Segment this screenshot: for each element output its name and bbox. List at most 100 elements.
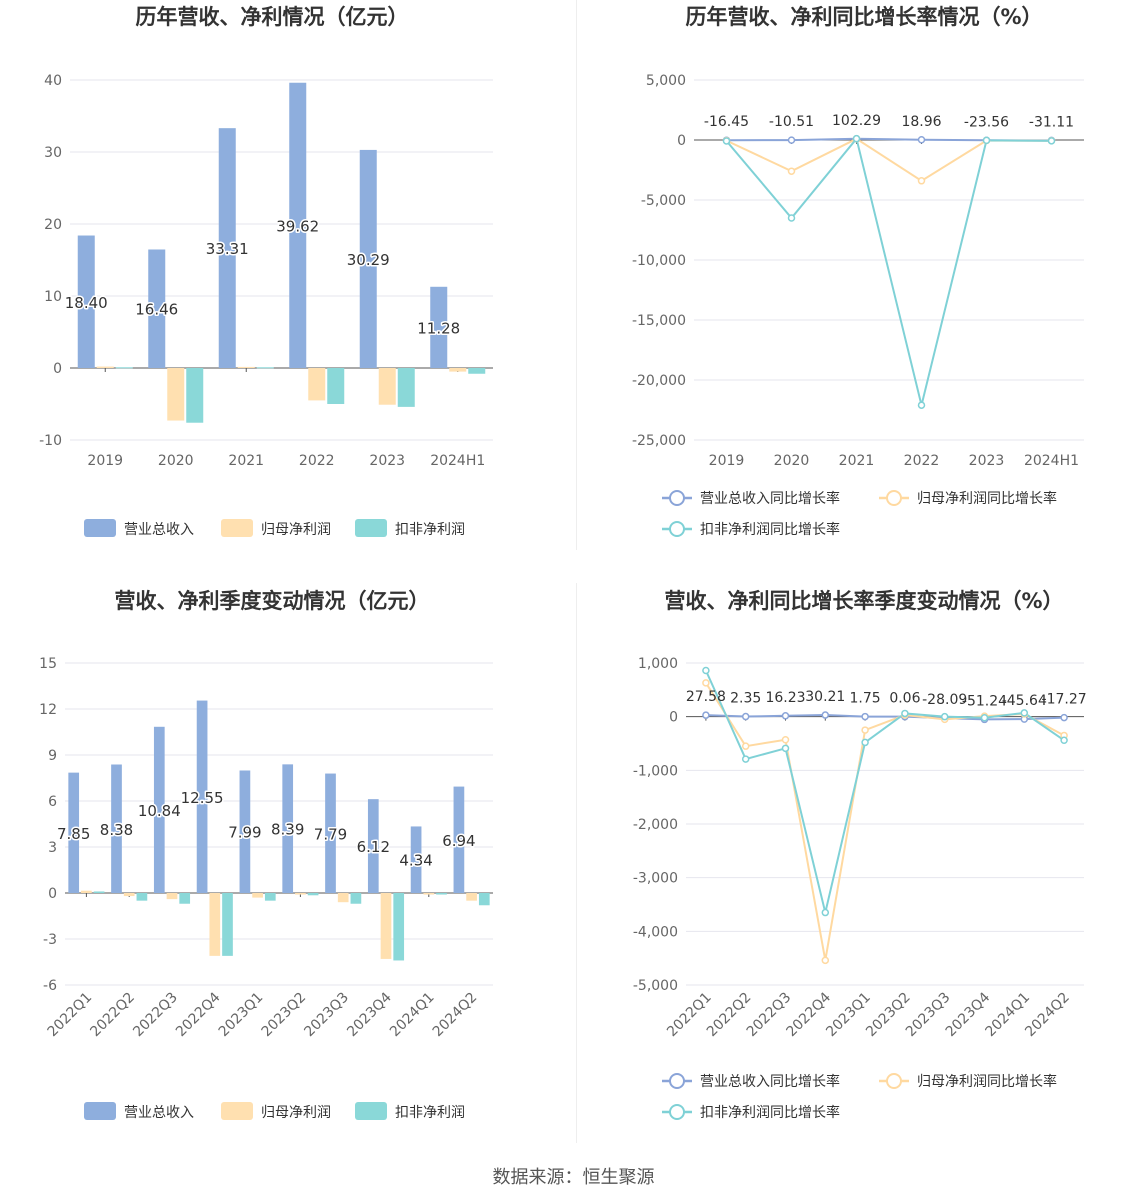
bar-value-label: 6.12 bbox=[357, 838, 390, 856]
y-tick-label: -10,000 bbox=[632, 253, 686, 269]
bar-deducted-profit bbox=[222, 893, 233, 956]
y-tick-label: 5,000 bbox=[646, 73, 686, 89]
legend-label: 扣非净利润 bbox=[395, 1105, 465, 1121]
bar-deducted-profit bbox=[93, 891, 105, 893]
x-tick-label: 2022Q4 bbox=[173, 989, 224, 1040]
bar-net-profit bbox=[308, 368, 326, 401]
bar-deducted-profit bbox=[478, 893, 490, 906]
bar-net-profit bbox=[81, 890, 92, 893]
series-point-2 bbox=[821, 908, 830, 917]
legend-label: 归母净利润同比增长率 bbox=[917, 1073, 1057, 1090]
x-tick-label: 2023Q1 bbox=[216, 990, 267, 1041]
legend-label: 扣非净利润 bbox=[395, 522, 465, 538]
bar-net-profit bbox=[380, 893, 392, 959]
series-point-0 bbox=[917, 136, 926, 144]
bar-value-label: 7.85 bbox=[57, 825, 90, 843]
series-point-1 bbox=[741, 742, 750, 750]
bar-value-label: 8.39 bbox=[271, 821, 304, 839]
bar-revenue bbox=[218, 128, 236, 368]
series-point-2 bbox=[901, 709, 909, 718]
y-tick-label: 6 bbox=[48, 794, 57, 810]
x-tick-label: 2022 bbox=[299, 453, 335, 469]
legend-label: 扣非净利润同比增长率 bbox=[700, 521, 840, 538]
y-tick-label: 30 bbox=[44, 145, 62, 161]
bar-value-label: 30.29 bbox=[347, 251, 390, 269]
y-tick-label: -2,000 bbox=[633, 817, 678, 833]
bar-net-profit bbox=[337, 893, 349, 903]
y-tick-label: -25,000 bbox=[632, 433, 686, 449]
x-tick-label: 2024Q2 bbox=[430, 990, 481, 1041]
series-point-2 bbox=[940, 712, 949, 721]
bar-net-profit bbox=[237, 366, 255, 368]
bar-value-label: 8.38 bbox=[100, 821, 133, 839]
y-tick-label: -4,000 bbox=[633, 924, 678, 940]
series-point-2 bbox=[787, 214, 796, 222]
quarterly-growth-svg: 营收、净利同比增长率季度变动情况（%） -5,000 -4,000 -3,000 -2,… bbox=[633, 589, 1087, 1121]
y-tick-label: 0 bbox=[53, 361, 62, 377]
y-tick-label: -3 bbox=[43, 932, 57, 948]
bar-net-profit bbox=[166, 893, 178, 900]
series-line-2 bbox=[725, 136, 1052, 406]
x-tick-label: 2020 bbox=[158, 453, 194, 469]
annual-growth-svg: 历年营收、净利同比增长率情况（%） -25,000 -20,000 -15,000 -1… bbox=[632, 5, 1084, 538]
y-tick-label: -5,000 bbox=[641, 193, 686, 209]
legend-marker bbox=[669, 490, 685, 506]
bar-deducted-profit bbox=[468, 368, 486, 374]
legend-marker bbox=[669, 1073, 685, 1089]
x-tick-label: 2024Q1 bbox=[387, 990, 438, 1041]
y-tick-label: -10 bbox=[39, 433, 62, 449]
panel-separator-bottom bbox=[576, 583, 577, 1143]
bar-net-profit bbox=[449, 368, 467, 372]
bar-net-profit bbox=[295, 893, 306, 895]
series-point-1 bbox=[861, 726, 869, 734]
legend-label: 营业总收入同比增长率 bbox=[700, 490, 840, 507]
series-line-2 bbox=[704, 670, 1065, 913]
series-point-2 bbox=[982, 136, 991, 145]
legend-marker bbox=[886, 490, 902, 506]
bar-deducted-profit bbox=[350, 893, 362, 904]
legend-swatch bbox=[221, 519, 253, 537]
bar-deducted-profit bbox=[179, 893, 191, 904]
x-tick-label: 2020 bbox=[774, 453, 810, 469]
y-tick-label: 1,000 bbox=[638, 656, 678, 672]
legend-marker bbox=[669, 521, 685, 537]
line-value-label: 102.29 bbox=[832, 113, 881, 129]
quarterly-growth-chart: 营收、净利同比增长率季度变动情况（%） -5,000 -4,000 -3,000 -2,… bbox=[574, 583, 1147, 1166]
x-tick-label: 2021 bbox=[839, 453, 875, 469]
bar-revenue bbox=[430, 286, 448, 368]
bar-value-label: 7.79 bbox=[314, 825, 347, 843]
x-tick-label: 2022 bbox=[904, 453, 940, 469]
y-tick-label: 9 bbox=[48, 748, 57, 764]
data-source-note: 数据来源：恒生聚源 bbox=[492, 1167, 655, 1188]
series-point-0 bbox=[741, 712, 750, 721]
line-value-label: -31.11 bbox=[1029, 114, 1074, 130]
bar-revenue bbox=[367, 799, 379, 893]
y-tick-label: 0 bbox=[669, 710, 678, 726]
y-tick-label: 12 bbox=[39, 702, 57, 718]
legend-swatch bbox=[84, 1102, 116, 1120]
line-value-label: -51.24 bbox=[962, 693, 1007, 709]
series-point-2 bbox=[1047, 137, 1056, 145]
bar-value-label: 18.40 bbox=[65, 294, 108, 312]
panel-separator-top bbox=[576, 0, 577, 550]
y-tick-label: 40 bbox=[44, 73, 62, 89]
series-point-2 bbox=[852, 134, 861, 143]
bar-value-label: 4.34 bbox=[399, 852, 432, 870]
bar-revenue bbox=[148, 249, 166, 368]
series-point-0 bbox=[821, 711, 830, 719]
annual-values-chart: 历年营收、净利情况（亿元） -10 0 10 20 30 40 2019 2020 2021 202… bbox=[0, 0, 573, 583]
series-point-0 bbox=[861, 712, 869, 721]
bar-net-profit bbox=[96, 366, 114, 368]
series-point-0 bbox=[702, 711, 710, 719]
x-tick-label: 2023Q2 bbox=[259, 990, 310, 1041]
series-point-0 bbox=[787, 136, 796, 144]
bar-value-label: 39.62 bbox=[276, 217, 319, 235]
line-value-label: 30.21 bbox=[805, 689, 845, 705]
bar-revenue bbox=[68, 772, 80, 893]
bar-revenue bbox=[77, 235, 95, 368]
x-tick-label: 2024Q2 bbox=[1022, 990, 1073, 1041]
bar-deducted-profit bbox=[393, 893, 405, 961]
bar-value-label: 33.31 bbox=[206, 240, 249, 258]
bar-revenue bbox=[111, 764, 122, 893]
series-point-2 bbox=[741, 755, 750, 763]
